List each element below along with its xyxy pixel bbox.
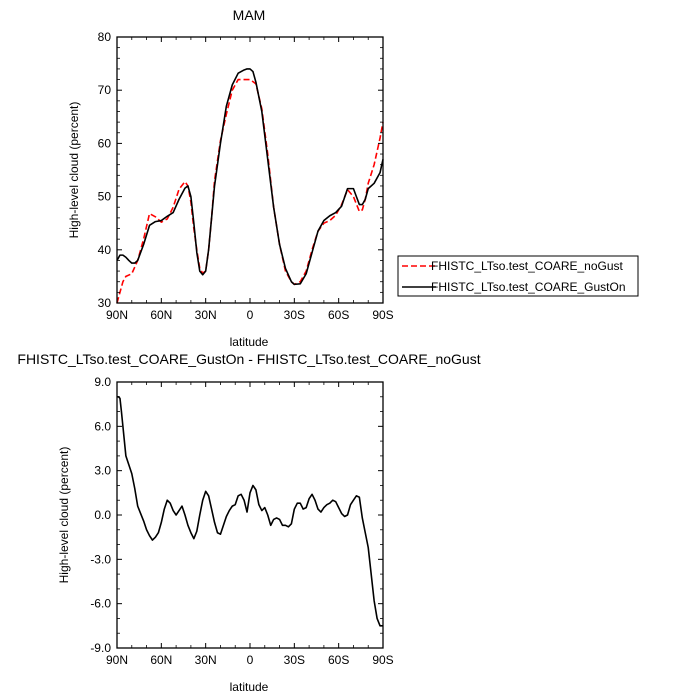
bottom-x-tick-label: 60S (328, 653, 349, 667)
top-plot-frame (116, 36, 384, 304)
bottom-series-group (117, 395, 383, 627)
bottom-panel: FHISTC_LTso.test_COARE_GustOn - FHISTC_L… (17, 351, 480, 694)
bottom-y-tick-label: 9.0 (94, 375, 111, 389)
top-series-group (116, 68, 384, 304)
bottom-y-tick-label: 6.0 (94, 419, 111, 433)
top-x-tick-label: 90S (372, 308, 393, 322)
bottom-x-tick-label: 30N (195, 653, 217, 667)
legend-label-nogust: FHISTC_LTso.test_COARE_noGust (431, 259, 624, 273)
legend: FHISTC_LTso.test_COARE_noGust FHISTC_LTs… (397, 255, 639, 297)
bottom-y-tick-label: -3.0 (90, 552, 111, 566)
top-x-tick-label: 30S (284, 308, 305, 322)
bottom-y-tick-label: 3.0 (94, 464, 111, 478)
top-series-line-0 (116, 78, 384, 304)
top-chart-title: MAM (233, 7, 266, 23)
bottom-x-tick-label: 90N (106, 653, 128, 667)
top-y-tick-label: 30 (98, 296, 112, 310)
top-x-axis-label: latitude (230, 335, 269, 349)
bottom-y-tick-label: 0.0 (94, 508, 111, 522)
bottom-y-tick-label: -9.0 (90, 641, 111, 655)
top-series-line-1 (116, 68, 384, 286)
bottom-x-axis-label: latitude (230, 680, 269, 694)
bottom-plot-frame (116, 381, 384, 649)
top-axes: 90N 60N 30N 0 30S 60S 90S 30 40 50 60 70 80 (98, 30, 394, 322)
bottom-series-line-0 (117, 395, 383, 627)
top-y-tick-label: 80 (98, 30, 112, 44)
top-y-tick-label: 50 (98, 190, 112, 204)
top-y-tick-label: 60 (98, 136, 112, 150)
legend-label-guston: FHISTC_LTso.test_COARE_GustOn (431, 280, 626, 294)
bottom-y-tick-label: -6.0 (90, 597, 111, 611)
top-x-tick-label: 60S (328, 308, 349, 322)
bottom-axes: 90N 60N 30N 0 30S 60S 90S 9.0 6.0 3.0 0.0 -3.0 -6.0 -… (90, 375, 393, 667)
top-y-axis-label: High-level cloud (percent) (67, 102, 81, 239)
top-x-tick-label: 90N (106, 308, 128, 322)
top-y-tick-label: 70 (98, 83, 112, 97)
top-panel: MAM High-level cloud (percent) latitude … (67, 7, 394, 349)
bottom-x-tick-label: 0 (247, 653, 254, 667)
top-x-tick-label: 0 (247, 308, 254, 322)
top-x-tick-label: 30N (195, 308, 217, 322)
legend-box (397, 255, 639, 297)
bottom-x-tick-label: 60N (150, 653, 172, 667)
top-x-tick-label: 60N (150, 308, 172, 322)
top-y-tick-label: 40 (98, 243, 112, 257)
bottom-y-axis-label: High-level cloud (percent) (57, 447, 71, 584)
bottom-chart-title: FHISTC_LTso.test_COARE_GustOn - FHISTC_L… (17, 351, 480, 367)
bottom-x-tick-label: 90S (372, 653, 393, 667)
bottom-x-tick-label: 30S (284, 653, 305, 667)
